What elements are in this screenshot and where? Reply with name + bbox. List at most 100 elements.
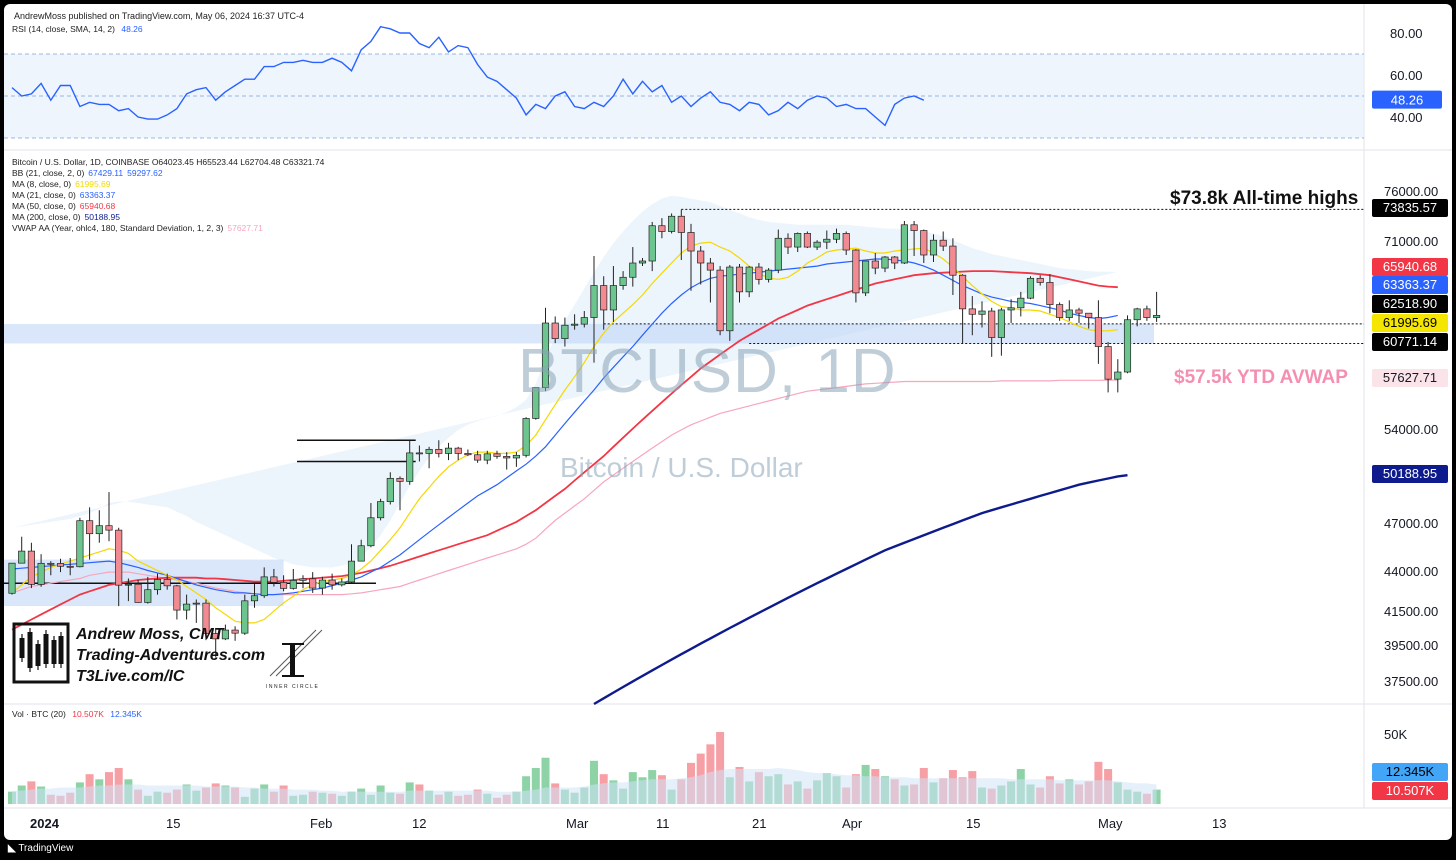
candle-down [309, 578, 317, 589]
logo-body [19, 638, 25, 658]
candle-down [415, 452, 423, 455]
indicator-legend-value: 65940.68 [79, 201, 116, 211]
rsi-legend: RSI (14, close, SMA, 14, 2) 48.26 [12, 24, 143, 35]
price-legend: Bitcoin / U.S. Dollar, 1D, COINBASE O640… [12, 157, 324, 234]
candle-down [280, 582, 288, 589]
indicator-legend-label: MA (8, close, 0) [12, 179, 72, 189]
candle-down [842, 233, 850, 251]
rsi-line [11, 25, 925, 127]
candle-down [716, 269, 724, 332]
candle-up [76, 520, 84, 568]
ic-diagonal-1 [275, 629, 323, 677]
logo-body [43, 634, 49, 664]
candle-down [231, 629, 239, 634]
candle-down [920, 230, 928, 256]
candle-up [590, 285, 598, 318]
candle-up [823, 238, 831, 243]
candle-up [18, 550, 26, 564]
time-axis-tick: May [1098, 816, 1123, 831]
candle-up [386, 477, 394, 502]
indicator-legend-row: MA (50, close, 0) 65940.68 [12, 201, 324, 212]
watermark-name: Bitcoin / U.S. Dollar [560, 452, 803, 483]
candle-down [1104, 346, 1112, 380]
indicator-legend-label: BB (21, close, 2, 0) [12, 168, 85, 178]
volume-bar [531, 768, 540, 804]
candle-down [1046, 282, 1054, 305]
rsi-value-badge [1372, 90, 1442, 109]
avwap-annotation: $57.5k YTD AVWAP [1174, 367, 1348, 388]
rsi-value-label: 48.26 [1391, 93, 1424, 108]
indicator-legend-value: 61995.69 [75, 179, 111, 189]
candle-up [997, 309, 1005, 338]
candle-down [1075, 309, 1083, 314]
price-axis-tick: 47000.00 [1384, 516, 1439, 531]
indicator-legend-row: BB (21, close, 2, 0) 67429.11 59297.62 [12, 168, 324, 179]
candle-down [600, 285, 608, 311]
candle-up [522, 418, 530, 456]
volume-legend-value-blue: 12.345K [110, 709, 142, 719]
candle-up [1133, 308, 1141, 321]
candle-up [929, 239, 938, 256]
candle-up [1123, 319, 1132, 373]
candle-up [900, 224, 908, 264]
inner-circle-caption: INNER CIRCLE [266, 684, 320, 690]
price-axis-tick: 76000.00 [1384, 184, 1439, 199]
candle-up [221, 629, 229, 640]
candle-down [396, 477, 404, 482]
candle-up [318, 579, 326, 589]
candle-down [784, 237, 792, 248]
logo-body [35, 644, 41, 666]
ma21-line [11, 258, 1118, 596]
publisher-header: AndrewMoss published on TradingView.com,… [14, 11, 304, 21]
logo-frame [12, 622, 70, 684]
bollinger-band-fill [12, 195, 1118, 568]
indicator-legend-value: 67429.11 [88, 168, 124, 178]
candle-up [978, 310, 986, 315]
price-label: 63363.37 [1372, 276, 1448, 294]
tradingview-footer: ◣ TradingView [8, 843, 73, 854]
volume-label: 12.345K [1372, 763, 1448, 781]
logo-body [51, 640, 57, 664]
chart-svg[interactable]: 80.00 60.00 40.00 48.26 [4, 4, 1452, 840]
candle-down [949, 245, 957, 276]
volume-legend-value-red: 10.507K [72, 709, 104, 719]
candle-up [357, 545, 365, 562]
candle-up [1026, 277, 1035, 299]
candle-down [328, 579, 336, 586]
ath-annotation: $73.8k All-time highs [1170, 188, 1359, 209]
candle-up [813, 241, 821, 248]
indicator-legend-value: 63363.37 [79, 190, 116, 200]
time-axis-tick: 12 [412, 816, 427, 831]
candle-down [86, 520, 94, 535]
indicator-legend-row: MA (200, close, 0) 50188.95 [12, 212, 324, 223]
volume-bar [541, 757, 550, 804]
candle-up [241, 600, 249, 634]
price-label: 57627.71 [1372, 369, 1448, 387]
candle-up [648, 225, 656, 262]
candle-down [105, 525, 113, 531]
candle-up [144, 589, 152, 603]
indicator-legend-row: MA (21, close, 0) 63363.37 [12, 190, 324, 201]
candle-up [444, 447, 453, 454]
price-axis-tick: 39500.00 [1384, 638, 1439, 653]
candle-up [37, 562, 45, 585]
candle-up [571, 323, 579, 326]
candle-down [173, 585, 181, 611]
volume-bar [522, 776, 531, 804]
candle-down [706, 262, 714, 271]
time-axis-tick: Mar [566, 816, 589, 831]
candle-down [270, 576, 278, 583]
indicator-legend-value: 57627.71 [227, 223, 263, 233]
price-label: 73835.57 [1372, 199, 1448, 217]
candle-up [183, 603, 191, 611]
candle-down [115, 529, 123, 586]
indicator-legend-label: MA (200, close, 0) [12, 212, 81, 222]
candle-down [891, 256, 899, 264]
candle-up [95, 525, 103, 535]
candle-down [212, 633, 220, 640]
candle-up [124, 583, 132, 586]
price-axis-tick: 54000.00 [1384, 422, 1439, 437]
candle-up [250, 595, 259, 602]
price-axis-tick: 37500.00 [1384, 674, 1439, 689]
